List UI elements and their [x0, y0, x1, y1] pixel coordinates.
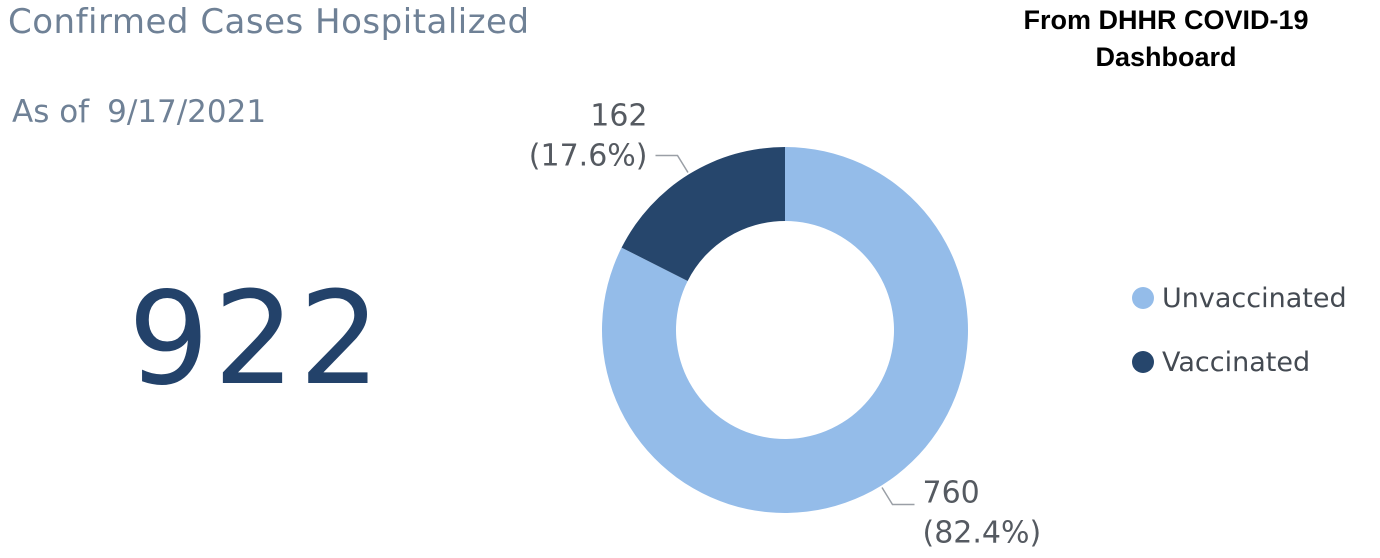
- legend-swatch-vaccinated: [1132, 351, 1154, 373]
- as-of-label: As of: [12, 94, 90, 130]
- data-label-value-vaccinated: 162: [590, 98, 647, 133]
- legend-item-vaccinated[interactable]: Vaccinated: [1132, 346, 1347, 378]
- as-of-date: 9/17/2021: [107, 94, 267, 130]
- data-label-value-unvaccinated: 760: [922, 476, 979, 511]
- slice-unvaccinated[interactable]: [602, 147, 968, 513]
- total-hospitalized-value: 922: [128, 265, 385, 414]
- legend-swatch-unvaccinated: [1132, 287, 1154, 309]
- chart-title: Confirmed Cases Hospitalized: [8, 2, 530, 42]
- legend-item-unvaccinated[interactable]: Unvaccinated: [1132, 282, 1347, 314]
- legend-label-unvaccinated: Unvaccinated: [1162, 282, 1347, 314]
- as-of-line: As of 9/17/2021: [12, 94, 266, 130]
- leader-line-vaccinated: [655, 154, 689, 173]
- legend-label-vaccinated: Vaccinated: [1162, 346, 1311, 378]
- chart-legend: Unvaccinated Vaccinated: [1132, 282, 1347, 410]
- source-note: From DHHR COVID-19 Dashboard: [1023, 5, 1309, 72]
- data-label-percent-vaccinated: (17.6%): [529, 138, 648, 173]
- slice-vaccinated[interactable]: [621, 147, 785, 281]
- leader-line-unvaccinated: [881, 487, 915, 506]
- data-label-percent-unvaccinated: (82.4%): [922, 516, 1041, 551]
